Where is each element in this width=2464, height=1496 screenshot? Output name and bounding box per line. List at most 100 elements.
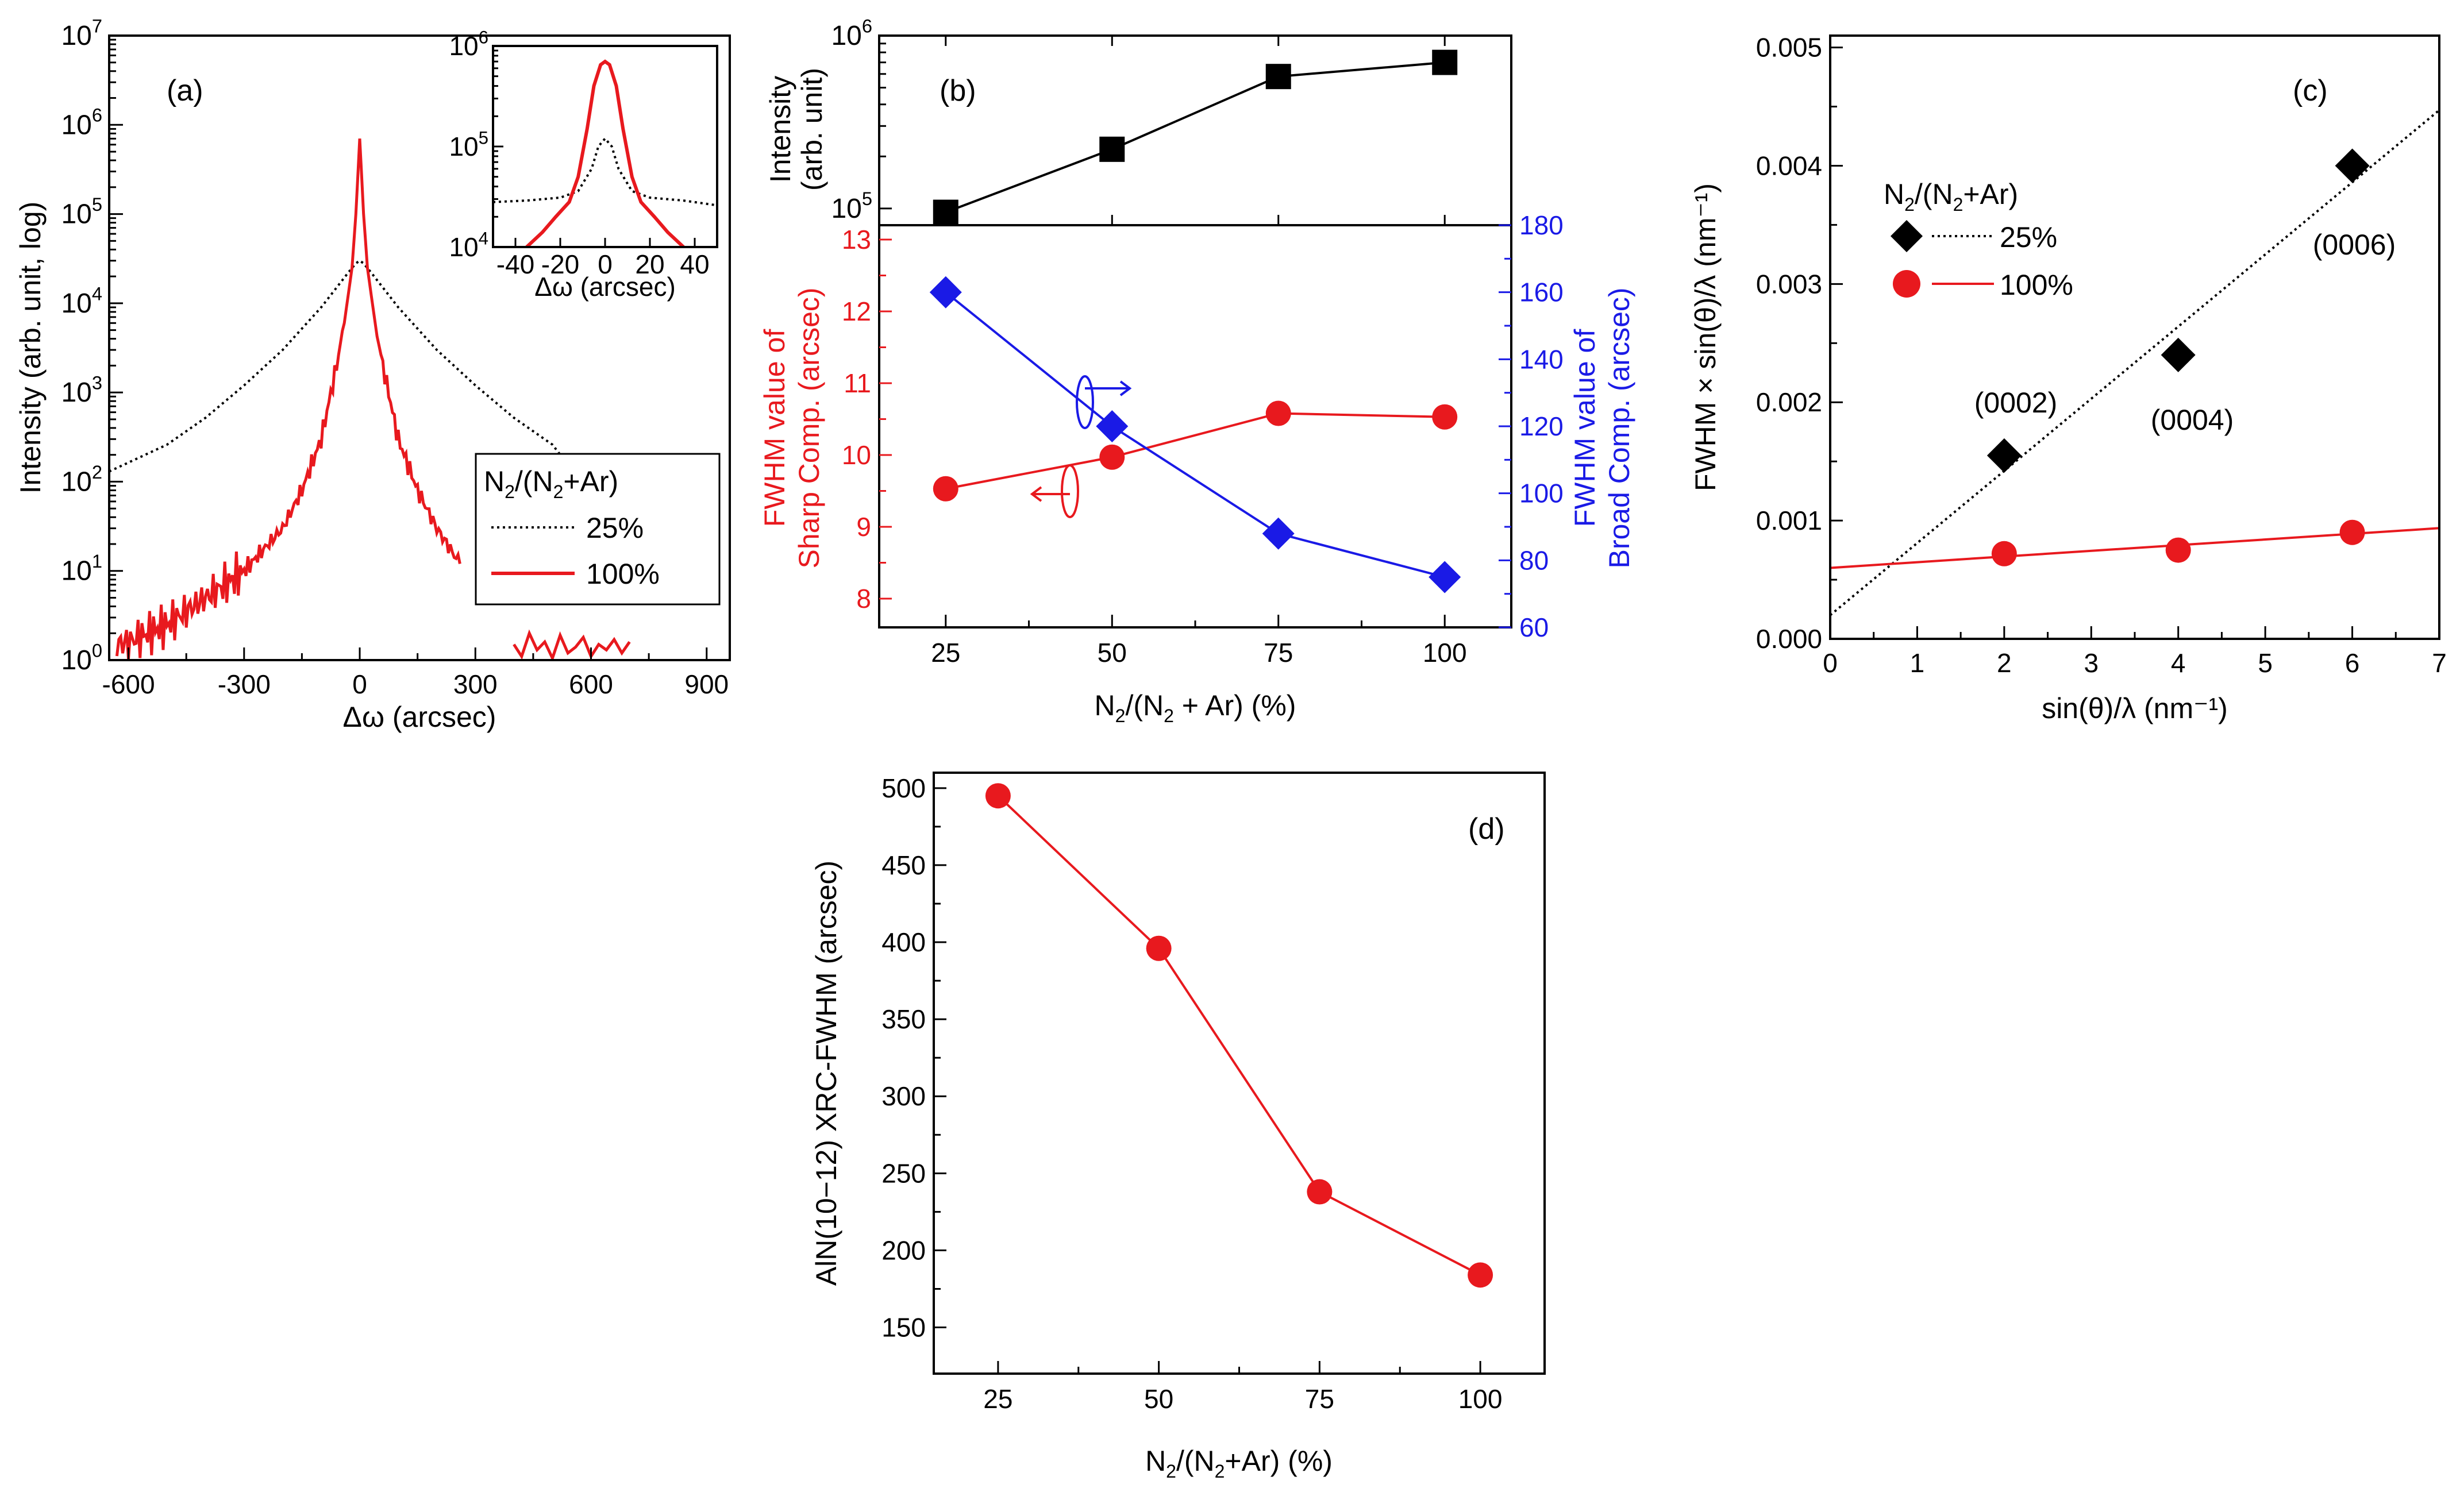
panel-b-right-ytick-label: 140: [1519, 344, 1564, 374]
inset-series: [493, 59, 717, 247]
series-100-noise-line: [513, 629, 631, 660]
panel-b-left-ytick-label: 9: [856, 512, 871, 542]
panel-c-ytick-label: 0.000: [1756, 624, 1822, 654]
xrc-fwhm-marker: [1468, 1262, 1493, 1288]
panel-c-ytick-label: 0.005: [1756, 33, 1822, 63]
panel-a-label: (a): [167, 74, 203, 107]
panel-b-xlabel: N2/(N2 + Ar) (%): [1095, 689, 1296, 726]
annotation-0002: (0002): [1974, 387, 2058, 419]
panel-c-xtick-label: 5: [2258, 648, 2273, 678]
panel-a-xtick-label: 600: [569, 669, 613, 699]
panel-b-xtick-label: 100: [1423, 638, 1467, 668]
sharp-marker: [1099, 444, 1125, 470]
sharp-line: [945, 412, 1445, 490]
inset-xtick-label: -20: [541, 249, 579, 279]
panel-b-bottom-frame: [878, 224, 1512, 629]
panel-c-ytick-label: 0.002: [1756, 387, 1822, 417]
intensity-marker: [1099, 136, 1125, 162]
legend-25-label: 25%: [586, 512, 644, 544]
panel-b-right-ylabel-2: Broad Comp. (arcsec): [1603, 287, 1635, 568]
panel-d-ytick-label: 450: [881, 850, 926, 880]
inset-plot-area: [493, 59, 717, 247]
xrc-fwhm-marker: [1307, 1179, 1333, 1205]
broad-line: [945, 291, 1445, 579]
panel-b-left-ytick-label: 13: [842, 225, 871, 255]
panel-b-left-ytick-label: 8: [856, 584, 871, 614]
panel-a-legend-box: [475, 453, 721, 606]
panel-c-series: [1830, 109, 2439, 616]
legend-c-100-label: 100%: [2000, 269, 2073, 301]
panel-c-ticks: 0 1 2 3 4 5 6 7 0.000 0.001 0.002 0.003 0.004 0.005: [1756, 33, 2447, 678]
panel-b-label: (b): [940, 74, 976, 107]
panel-c-legend-title: N2/(N2+Ar): [1884, 178, 2018, 215]
panel-b-right-ytick-label: 60: [1519, 612, 1549, 642]
inset-xtick-label: 0: [598, 249, 613, 279]
panel-a-ytick-label: 103: [61, 372, 102, 408]
panel-a-plot-area: [109, 138, 631, 660]
broad-marker: [929, 276, 962, 309]
panel-d-xtick-label: 25: [983, 1384, 1012, 1414]
panel-a-legend: N2/(N2+Ar) 25% 100%: [475, 453, 721, 606]
panel-b-top-ytick-label: 105: [831, 188, 872, 224]
panel-c: 0 1 2 3 4 5 6 7 0.000 0.001 0.002 0.003 0.004 0.005 (…: [1689, 33, 2447, 724]
series-100-marker: [2165, 537, 2191, 563]
panel-c-xtick-label: 1: [1910, 648, 1925, 678]
panel-b-left-ylabel-2: Sharp Comp. (arcsec): [793, 287, 825, 568]
panel-b-right-ytick-label: 180: [1519, 210, 1564, 240]
panel-a-ylabel: Intensity (arb. unit, log): [14, 202, 47, 494]
panel-d-frame: [933, 772, 1546, 1375]
panel-b-ticks: 105 106 25 50 75 100 8 9 10 11 12 13 60 80 100 120 140 16…: [831, 15, 1563, 668]
panel-a-ytick-label: 101: [61, 550, 102, 587]
legend-c-diamond-marker: [1891, 220, 1923, 252]
panel-b-top-ytick-label: 106: [831, 15, 872, 51]
panel-b-xtick-label: 75: [1264, 638, 1293, 668]
series-25-line: [109, 259, 577, 476]
panel-d-ytick-label: 200: [881, 1235, 926, 1265]
series-25-marker: [1986, 438, 2022, 473]
panel-d-ytick-label: 250: [881, 1158, 926, 1188]
panel-b-bottom-plot: [929, 276, 1461, 593]
panel-c-label: (c): [2293, 74, 2328, 107]
inset-ytick-label: 106: [449, 27, 488, 61]
inset-xtick-label: 40: [680, 249, 709, 279]
series-100-line: [115, 138, 461, 660]
broad-marker: [1262, 517, 1295, 550]
panel-d-ylabel: AlN(10−12) XRC-FWHM (arcsec): [810, 861, 842, 1286]
series-100-marker: [2339, 519, 2365, 545]
panel-d: 25 50 75 100 150 200 250 300 350 400 450 500 (d) N2…: [810, 772, 1546, 1482]
panel-c-xlabel: sin(θ)/λ (nm⁻¹): [2042, 692, 2228, 724]
panel-b-xtick-label: 50: [1098, 638, 1127, 668]
sharp-marker: [1265, 400, 1291, 426]
panel-a-ytick-label: 106: [61, 105, 102, 141]
panel-c-xtick-label: 4: [2171, 648, 2186, 678]
inset-series-25-line: [493, 136, 717, 207]
panel-b-top-ylabel-2: (arb. unit): [796, 68, 828, 191]
panel-b-left-ytick-label: 12: [842, 296, 871, 326]
panel-d-plot-area: [985, 783, 1493, 1288]
xrc-fwhm-marker: [985, 783, 1011, 809]
inset-ytick-label: 105: [449, 128, 488, 161]
panel-d-ytick-label: 300: [881, 1081, 926, 1111]
intensity-marker: [1432, 49, 1458, 75]
panel-d-xtick-label: 100: [1458, 1384, 1503, 1414]
panel-d-label: (d): [1468, 812, 1505, 846]
legend-100-label: 100%: [586, 558, 660, 590]
panel-a-xlabel: Δω (arcsec): [343, 701, 496, 733]
inset-xtick-label: -40: [496, 249, 534, 279]
broad-marker: [1096, 410, 1129, 442]
panel-d-xtick-label: 75: [1305, 1384, 1334, 1414]
panel-a-xtick-label: 300: [453, 669, 498, 699]
panel-c-xtick-label: 2: [1997, 648, 2012, 678]
panel-a-xtick-label: -600: [102, 669, 155, 699]
panel-a: -600 -300 0 300 600 900 100 101 102 103 104 105 106 1…: [14, 15, 731, 733]
intensity-line: [945, 61, 1445, 214]
sharp-marker: [1432, 404, 1458, 430]
panel-c-xtick-label: 3: [2084, 648, 2099, 678]
red-axis-arrow-icon: [1030, 464, 1079, 518]
panel-c-ylabel: FWHM × sin(θ)/λ (nm⁻¹): [1689, 183, 1722, 491]
panel-c-plot-area: [1830, 109, 2439, 616]
panel-a-ytick-label: 105: [61, 194, 102, 230]
annotation-0004: (0004): [2151, 404, 2234, 436]
series-25-marker: [2335, 148, 2370, 183]
